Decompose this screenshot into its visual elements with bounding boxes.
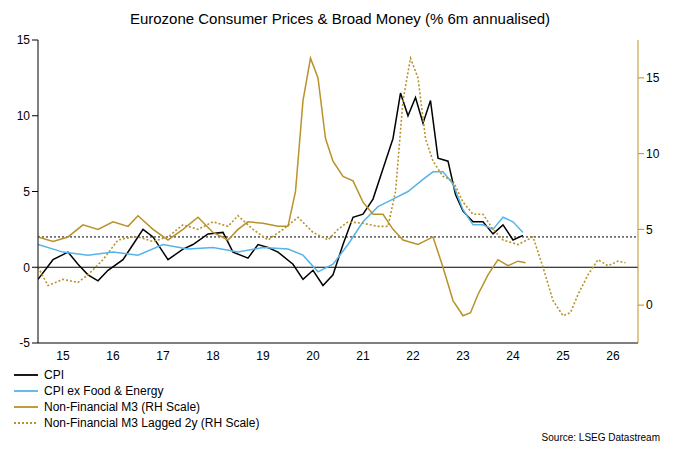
svg-text:18: 18 [206,349,220,363]
svg-text:5: 5 [646,223,653,237]
svg-text:15: 15 [17,33,31,47]
svg-text:19: 19 [256,349,270,363]
svg-text:10: 10 [646,147,660,161]
svg-text:25: 25 [556,349,570,363]
svg-text:16: 16 [106,349,120,363]
svg-text:0: 0 [646,298,653,312]
svg-text:22: 22 [406,349,420,363]
svg-text:15: 15 [56,349,70,363]
html-text:Source: LSEG Datastream: Source: LSEG Datastream [541,432,660,443]
html-text:CPI: CPI [44,368,64,382]
html-text:Non-Financial M3 (RH Scale): Non-Financial M3 (RH Scale) [44,400,200,414]
html-text:CPI ex Food & Energy: CPI ex Food & Energy [44,384,164,398]
svg-text:5: 5 [23,185,30,199]
svg-text:21: 21 [356,349,370,363]
svg-text:24: 24 [506,349,520,363]
svg-text:20: 20 [306,349,320,363]
svg-text:17: 17 [156,349,170,363]
html-text:Non-Financial M3 Lagged 2y (RH: Non-Financial M3 Lagged 2y (RH Scale) [44,416,260,430]
svg-text:26: 26 [606,349,620,363]
svg-text:15: 15 [646,71,660,85]
svg-text:0: 0 [23,261,30,275]
html-text:Eurozone Consumer Prices & Bro: Eurozone Consumer Prices & Broad Money (… [129,10,551,27]
svg-text:23: 23 [456,349,470,363]
svg-text:10: 10 [17,109,31,123]
svg-text:-5: -5 [19,336,30,350]
